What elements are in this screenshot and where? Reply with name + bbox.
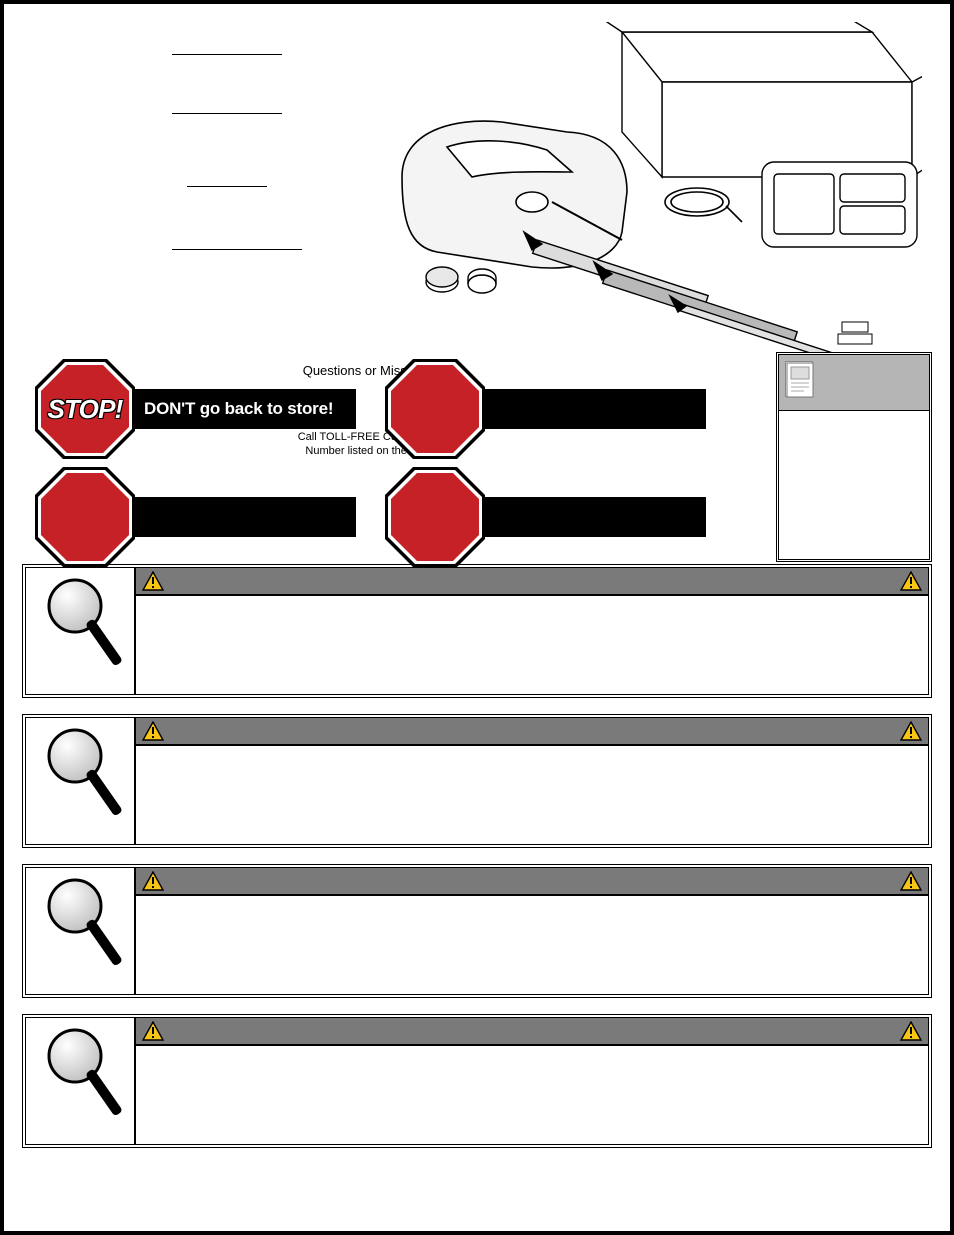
stop-sign-icon: STOP! bbox=[32, 356, 138, 462]
warning-icon bbox=[900, 871, 922, 891]
notice-icon-cell bbox=[26, 568, 136, 694]
top-area bbox=[22, 22, 932, 352]
notice-body bbox=[136, 596, 928, 694]
underline-4 bbox=[172, 249, 302, 250]
magnifier-icon bbox=[37, 576, 123, 686]
page-frame: STOP! Questions or Missing Parts? DON'T … bbox=[0, 0, 954, 1235]
notice-box bbox=[22, 564, 932, 698]
magnifier-icon bbox=[37, 1026, 123, 1136]
notice-icon-cell bbox=[26, 868, 136, 994]
notice-body bbox=[136, 1046, 928, 1144]
notice-title-bar bbox=[136, 1018, 928, 1046]
underline-3 bbox=[187, 186, 267, 187]
heading-underlines bbox=[172, 32, 312, 250]
side-card-header bbox=[779, 355, 929, 411]
side-card-body bbox=[779, 411, 929, 559]
warning-icon bbox=[900, 571, 922, 591]
stop-sign-icon bbox=[382, 464, 488, 570]
side-reference-card bbox=[776, 352, 932, 562]
warning-icon bbox=[142, 871, 164, 891]
notice-icon-cell bbox=[26, 718, 136, 844]
notice-icon-cell bbox=[26, 1018, 136, 1144]
notice-box bbox=[22, 714, 932, 848]
notice-title-bar bbox=[136, 868, 928, 896]
notice-body bbox=[136, 746, 928, 844]
manual-thumbnail-icon bbox=[785, 361, 813, 397]
stop-bar-label bbox=[134, 497, 356, 537]
stop-bar-label bbox=[484, 497, 706, 537]
stop-sign-icon bbox=[382, 356, 488, 462]
warning-icon bbox=[900, 1021, 922, 1041]
notice-list bbox=[22, 564, 932, 1148]
unboxing-illustration bbox=[382, 22, 922, 352]
stop-bar-label bbox=[484, 389, 706, 429]
stop-item-1: STOP! Questions or Missing Parts? DON'T … bbox=[32, 356, 356, 462]
stop-sign-icon bbox=[32, 464, 138, 570]
underline-1 bbox=[172, 54, 282, 55]
notice-title-bar bbox=[136, 568, 928, 596]
notice-box bbox=[22, 864, 932, 998]
notice-body bbox=[136, 896, 928, 994]
magnifier-icon bbox=[37, 726, 123, 836]
warning-icon bbox=[142, 721, 164, 741]
notice-box bbox=[22, 1014, 932, 1148]
warning-icon bbox=[142, 1021, 164, 1041]
stop-item-3 bbox=[32, 464, 356, 570]
stop-signs-row: STOP! Questions or Missing Parts? DON'T … bbox=[22, 352, 932, 562]
notice-title-bar bbox=[136, 718, 928, 746]
underline-2 bbox=[172, 113, 282, 114]
magnifier-icon bbox=[37, 876, 123, 986]
stop-word: STOP! bbox=[32, 356, 138, 462]
stop-item-2 bbox=[382, 356, 706, 462]
stop-item-4 bbox=[382, 464, 706, 570]
warning-icon bbox=[142, 571, 164, 591]
warning-icon bbox=[900, 721, 922, 741]
stop-bar-label: DON'T go back to store! bbox=[134, 389, 356, 429]
